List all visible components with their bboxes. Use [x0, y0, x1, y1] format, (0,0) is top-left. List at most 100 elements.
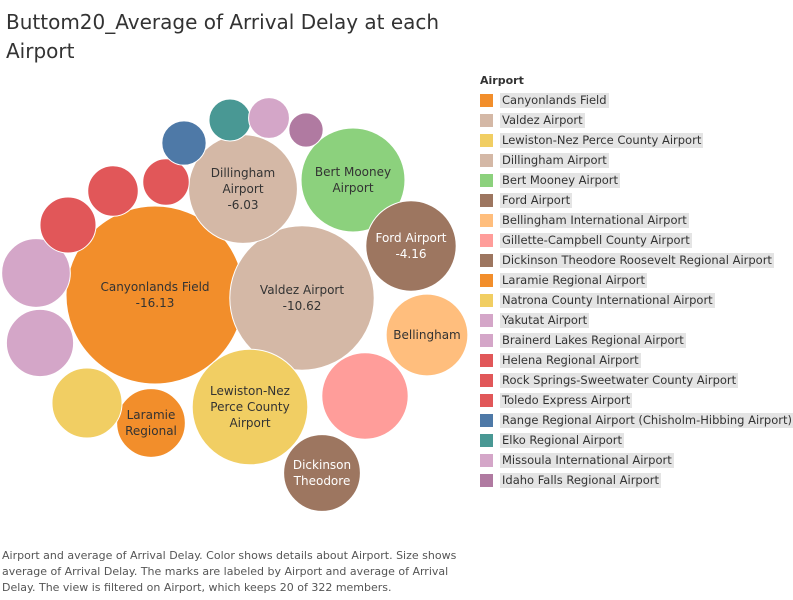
bubble[interactable]	[365, 200, 457, 292]
legend-item[interactable]: Natrona County International Airport	[480, 290, 792, 310]
bubble-label: Theodore	[293, 474, 351, 488]
bubble-label: Bellingham	[393, 328, 461, 342]
bubble-chart: Canyonlands Field -16.13 Valdez Airport -10…	[1, 97, 469, 512]
bubble[interactable]	[248, 97, 290, 139]
legend-item[interactable]: Yakutat Airport	[480, 310, 792, 330]
legend-item[interactable]: Range Regional Airport (Chisholm-Hibbing…	[480, 410, 793, 430]
bubble[interactable]	[51, 367, 123, 439]
bubble-label: Bert Mooney	[315, 165, 391, 179]
legend-label: Valdez Airport	[500, 112, 585, 128]
legend-label: Canyonlands Field	[500, 92, 609, 108]
bubble-label: Canyonlands Field	[100, 280, 209, 294]
legend-label: Brainerd Lakes Regional Airport	[500, 332, 686, 348]
bubble-label: Laramie	[127, 408, 176, 422]
bubble[interactable]	[39, 196, 97, 254]
bubble[interactable]	[288, 112, 324, 148]
legend-swatch	[480, 193, 493, 207]
legend-swatch	[480, 153, 493, 167]
legend-item[interactable]: Elko Regional Airport	[480, 430, 792, 450]
legend-item[interactable]: Valdez Airport	[480, 110, 792, 130]
legend-swatch	[480, 433, 493, 447]
legend-swatch	[480, 213, 493, 227]
legend-item[interactable]: Lewiston-Nez Perce County Airport	[480, 130, 792, 150]
legend-label: Dillingham Airport	[500, 152, 609, 168]
legend: Airport Canyonlands Field Valdez Airport L…	[480, 74, 793, 490]
legend-label: Bert Mooney Airport	[500, 172, 621, 188]
legend-item[interactable]: Dickinson Theodore Roosevelt Regional Ai…	[480, 250, 792, 270]
bubble[interactable]	[283, 434, 361, 512]
bubble-label: Airport	[332, 181, 373, 195]
bubble-label: -4.16	[395, 247, 426, 261]
legend-item[interactable]: Canyonlands Field	[480, 90, 792, 110]
bubble[interactable]	[300, 127, 406, 233]
legend-label: Elko Regional Airport	[500, 432, 625, 448]
legend-item[interactable]: Bellingham International Airport	[480, 210, 792, 230]
bubble[interactable]	[161, 120, 207, 166]
legend-label: Toledo Express Airport	[500, 392, 633, 408]
chart-title: Buttom20_Average of Arrival Delay at eac…	[6, 10, 440, 63]
legend-label: Lewiston-Nez Perce County Airport	[500, 132, 704, 148]
legend-label: Idaho Falls Regional Airport	[500, 472, 661, 488]
bubble[interactable]	[229, 225, 375, 371]
legend-item[interactable]: Gillette-Campbell County Airport	[480, 230, 792, 250]
bubble-label: Dillingham	[211, 166, 275, 180]
legend-item[interactable]: Helena Regional Airport	[480, 350, 792, 370]
bubble-label: Airport	[222, 182, 263, 196]
bubble-label: -16.13	[136, 296, 175, 310]
legend-item[interactable]: Laramie Regional Airport	[480, 270, 792, 290]
bubble[interactable]	[385, 293, 469, 377]
legend-label: Natrona County International Airport	[500, 292, 715, 308]
legend-item[interactable]: Toledo Express Airport	[480, 390, 792, 410]
legend-swatch	[480, 293, 493, 307]
legend-swatch	[480, 453, 493, 467]
legend-swatch	[480, 93, 493, 107]
bubble[interactable]	[321, 352, 409, 440]
legend-item[interactable]: Rock Springs-Sweetwater County Airport	[480, 370, 792, 390]
bubble[interactable]	[1, 238, 71, 308]
legend-items: Canyonlands Field Valdez Airport Lewiston-…	[480, 90, 793, 490]
legend-label: Range Regional Airport (Chisholm-Hibbing…	[500, 412, 793, 428]
legend-label: Yakutat Airport	[500, 312, 590, 328]
bubble-label: Dickinson	[293, 458, 351, 472]
legend-item[interactable]: Missoula International Airport	[480, 450, 792, 470]
legend-label: Laramie Regional Airport	[500, 272, 647, 288]
legend-label: Bellingham International Airport	[500, 212, 689, 228]
bubble[interactable]	[87, 165, 139, 217]
legend-swatch	[480, 113, 493, 127]
legend-swatch	[480, 413, 493, 427]
legend-label: Rock Springs-Sweetwater County Airport	[500, 372, 739, 388]
bubble[interactable]	[5, 308, 75, 378]
chart-caption: Airport and average of Arrival Delay. Co…	[2, 549, 457, 594]
legend-swatch	[480, 133, 493, 147]
legend-swatch	[480, 393, 493, 407]
legend-item[interactable]: Bert Mooney Airport	[480, 170, 792, 190]
bubble[interactable]	[142, 158, 190, 206]
bubble-label: -6.03	[227, 198, 258, 212]
legend-swatch	[480, 253, 493, 267]
bubble-label: Airport	[229, 416, 270, 430]
legend-item[interactable]: Idaho Falls Regional Airport	[480, 470, 792, 490]
bubble-label: -10.62	[283, 299, 322, 313]
legend-item[interactable]: Dillingham Airport	[480, 150, 792, 170]
legend-swatch	[480, 473, 493, 487]
legend-item[interactable]: Ford Airport	[480, 190, 792, 210]
legend-item[interactable]: Brainerd Lakes Regional Airport	[480, 330, 792, 350]
legend-label: Ford Airport	[500, 192, 573, 208]
legend-label: Dickinson Theodore Roosevelt Regional Ai…	[500, 252, 774, 268]
legend-label: Gillette-Campbell County Airport	[500, 232, 692, 248]
bubble[interactable]	[116, 388, 186, 458]
bubble-label: Regional	[125, 424, 177, 438]
bubble[interactable]	[208, 98, 252, 142]
legend-swatch	[480, 333, 493, 347]
bubble-label: Ford Airport	[375, 231, 446, 245]
legend-label: Helena Regional Airport	[500, 352, 641, 368]
legend-title: Airport	[480, 74, 524, 87]
bubble-label: Valdez Airport	[260, 283, 344, 297]
legend-swatch	[480, 353, 493, 367]
legend-swatch	[480, 173, 493, 187]
legend-swatch	[480, 313, 493, 327]
bubble[interactable]	[191, 348, 309, 466]
legend-swatch	[480, 233, 493, 247]
bubble-label: Perce County	[210, 400, 289, 414]
legend-swatch	[480, 273, 493, 287]
